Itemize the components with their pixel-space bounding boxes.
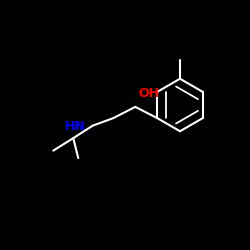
Text: OH: OH bbox=[138, 87, 159, 100]
Text: HN: HN bbox=[65, 120, 86, 133]
